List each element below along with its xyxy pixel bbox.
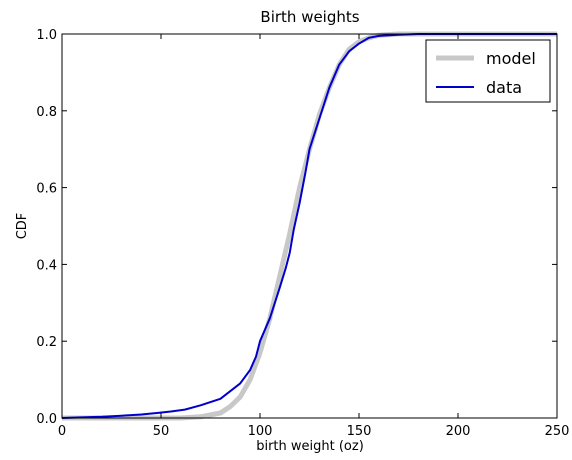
y-tick-label: 0.0	[36, 412, 57, 427]
y-tick-label: 0.6	[36, 182, 57, 197]
legend-label-model: model	[486, 49, 536, 68]
y-axis-label: CDF	[15, 213, 30, 240]
y-tick-label: 0.8	[36, 105, 57, 120]
ticks-layer: 0 50 100 150 200 250 0.0 0.2 0.4 0.6 0.8 1.0	[36, 28, 569, 439]
legend: model data	[425, 39, 551, 103]
plot-frame	[61, 33, 558, 419]
x-tick-label: 0	[58, 424, 66, 439]
legend-label-data: data	[486, 78, 522, 97]
x-tick-label: 50	[153, 424, 170, 439]
x-tick-label: 250	[545, 424, 570, 439]
y-tick-label: 0.4	[36, 258, 57, 273]
x-tick-label: 100	[248, 424, 273, 439]
x-tick-label: 200	[446, 424, 471, 439]
series-layer	[61, 31, 557, 421]
series-line-data	[61, 33, 557, 419]
legend-box	[425, 39, 551, 103]
x-axis-label: birth weight (oz)	[256, 439, 364, 454]
chart-title: Birth weights	[260, 8, 359, 26]
y-tick-label: 1.0	[36, 28, 57, 43]
x-tick-label: 150	[347, 424, 372, 439]
y-tick-label: 0.2	[36, 335, 57, 350]
